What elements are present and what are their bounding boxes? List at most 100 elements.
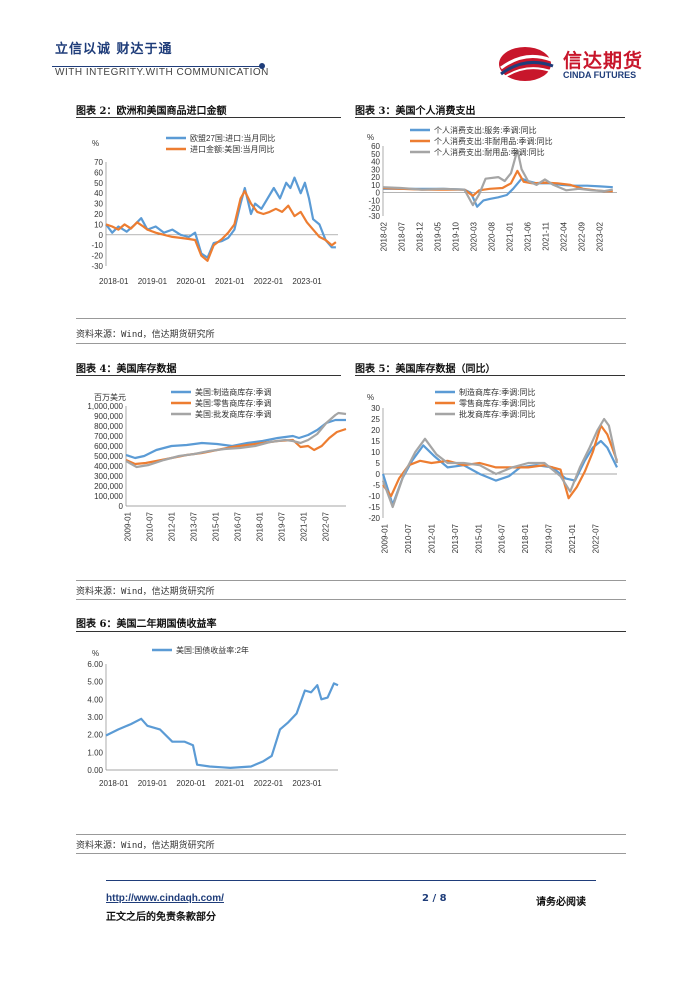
y-tick-label: 100,000 bbox=[94, 492, 123, 501]
source-rule-2 bbox=[76, 580, 626, 581]
y-tick-label: 10 bbox=[371, 181, 380, 190]
y-tick-label: 0 bbox=[376, 470, 381, 479]
x-tick-label: 2023-02 bbox=[596, 221, 605, 251]
y-tick-label: 0 bbox=[376, 189, 381, 198]
legend-label: 美国:国债收益率:2年 bbox=[176, 645, 249, 655]
fig3-title: 图表 3：美国个人消费支出 bbox=[355, 106, 476, 117]
series-line bbox=[125, 427, 347, 466]
x-tick-label: 2016-07 bbox=[233, 511, 242, 541]
fig4-title: 图表 4：美国库存数据 bbox=[76, 364, 177, 375]
legend-label: 批发商库存:季调:同比 bbox=[459, 409, 535, 419]
x-tick-label: 2018-01 bbox=[99, 779, 129, 788]
source-note-1: 资料来源：Wind，信达期货研究所 bbox=[76, 330, 215, 340]
y-tick-label: 900,000 bbox=[94, 412, 123, 421]
logo-text-chinese: 信达期货 bbox=[563, 50, 644, 72]
cinda-logo-icon bbox=[499, 47, 554, 81]
y-tick-label: -20 bbox=[368, 514, 380, 523]
y-tick-label: 300,000 bbox=[94, 472, 123, 481]
fig6-title: 图表 6：美国二年期国债收益率 bbox=[76, 619, 217, 630]
x-tick-label: 2012-01 bbox=[167, 511, 176, 541]
y-tick-label: 4.00 bbox=[87, 695, 103, 704]
x-tick-label: 2022-01 bbox=[254, 779, 284, 788]
series-line bbox=[381, 439, 618, 506]
fig2-title: 图表 2：欧洲和美国商品进口金额 bbox=[76, 106, 227, 117]
y-tick-label: 15 bbox=[371, 437, 380, 446]
legend-label: 美国:批发商库存:季调 bbox=[195, 409, 271, 419]
y-tick-label: 6.00 bbox=[87, 660, 103, 669]
x-tick-label: 2022-07 bbox=[591, 523, 600, 553]
legend-label: 欧盟27国:进口:当月同比 bbox=[190, 133, 275, 143]
legend-label: 美国:零售商库存:季调 bbox=[195, 398, 271, 408]
x-tick-label: 2010-07 bbox=[145, 511, 154, 541]
legend-label: 个人消费支出:服务:季调:同比 bbox=[434, 126, 537, 135]
y-axis-label: 百万美元 bbox=[94, 392, 126, 402]
header-rule-dot bbox=[259, 63, 265, 69]
y-tick-label: 1.00 bbox=[87, 748, 103, 757]
x-tick-label: 2019-07 bbox=[277, 511, 286, 541]
y-tick-label: 25 bbox=[371, 415, 380, 424]
y-tick-label: 20 bbox=[94, 210, 103, 219]
fig2-title-rule bbox=[76, 117, 341, 118]
x-tick-label: 2018-01 bbox=[99, 277, 129, 286]
y-tick-label: -20 bbox=[368, 204, 380, 213]
series-line bbox=[105, 176, 336, 259]
y-tick-label: 200,000 bbox=[94, 482, 123, 491]
x-tick-label: 2021-06 bbox=[524, 221, 533, 251]
y-tick-label: 50 bbox=[371, 150, 380, 159]
series-line bbox=[105, 190, 337, 262]
x-tick-label: 2019-01 bbox=[138, 277, 168, 286]
y-tick-label: 30 bbox=[94, 200, 103, 209]
x-tick-label: 2018-01 bbox=[255, 511, 264, 541]
y-tick-label: -20 bbox=[91, 252, 103, 261]
x-tick-label: 2015-01 bbox=[474, 523, 483, 553]
x-tick-label: 2023-01 bbox=[292, 277, 322, 286]
source-rule-1b bbox=[76, 343, 626, 344]
x-tick-label: 2019-10 bbox=[452, 221, 461, 251]
legend-label: 个人消费支出:非耐用品:季调:同比 bbox=[434, 136, 553, 146]
x-tick-label: 2010-07 bbox=[404, 523, 413, 553]
x-tick-label: 2018-02 bbox=[380, 221, 389, 251]
y-tick-label: 2.00 bbox=[87, 731, 103, 740]
header-rule bbox=[52, 66, 262, 67]
series-line bbox=[105, 682, 339, 769]
source-rule-3 bbox=[76, 834, 626, 835]
y-tick-label: -5 bbox=[373, 481, 381, 490]
source-note-3: 资料来源：Wind，信达期货研究所 bbox=[76, 841, 215, 851]
y-axis-label: % bbox=[92, 649, 99, 658]
y-tick-label: 60 bbox=[94, 168, 103, 177]
y-tick-label: 10 bbox=[94, 220, 103, 229]
legend-label: 进口金额:美国:当月同比 bbox=[190, 144, 274, 154]
y-tick-label: 30 bbox=[371, 165, 380, 174]
y-tick-label: 60 bbox=[371, 142, 380, 151]
x-tick-label: 2018-12 bbox=[416, 221, 425, 251]
x-tick-label: 2021-01 bbox=[215, 779, 245, 788]
x-tick-label: 2015-01 bbox=[211, 511, 220, 541]
series-line bbox=[381, 417, 619, 509]
y-tick-label: 0 bbox=[119, 502, 124, 511]
fig5-title: 图表 5：美国库存数据（同比） bbox=[355, 364, 496, 375]
y-tick-label: 800,000 bbox=[94, 422, 123, 431]
x-tick-label: 2018-01 bbox=[521, 523, 530, 553]
read-notice: 请务必阅读 bbox=[536, 897, 586, 908]
y-tick-label: -10 bbox=[368, 492, 380, 501]
x-tick-label: 2022-01 bbox=[254, 277, 284, 286]
y-tick-label: -30 bbox=[91, 262, 103, 271]
y-axis-label: % bbox=[367, 133, 374, 142]
footer-rule bbox=[106, 880, 596, 881]
logo-text-english: CINDA FUTURES bbox=[563, 70, 637, 80]
y-tick-label: 40 bbox=[371, 158, 380, 167]
footer-website-link[interactable]: http://www.cindaqh.com/ bbox=[106, 893, 224, 904]
x-tick-label: 2022-07 bbox=[321, 511, 330, 541]
x-tick-label: 2019-05 bbox=[434, 221, 443, 251]
x-tick-label: 2020-08 bbox=[488, 221, 497, 251]
series-line bbox=[125, 418, 346, 460]
legend-label: 制造商库存:季调:同比 bbox=[459, 387, 535, 397]
x-tick-label: 2023-01 bbox=[292, 779, 322, 788]
x-tick-label: 2021-11 bbox=[542, 221, 551, 250]
y-tick-label: 0.00 bbox=[87, 766, 103, 775]
header-slogan: 立信以诚 财达于通 WITH INTEGRITY.WITH COMMUNICAT… bbox=[55, 38, 269, 78]
x-tick-label: 2021-01 bbox=[215, 277, 245, 286]
legend-label: 零售商库存:季调:同比 bbox=[459, 398, 535, 408]
